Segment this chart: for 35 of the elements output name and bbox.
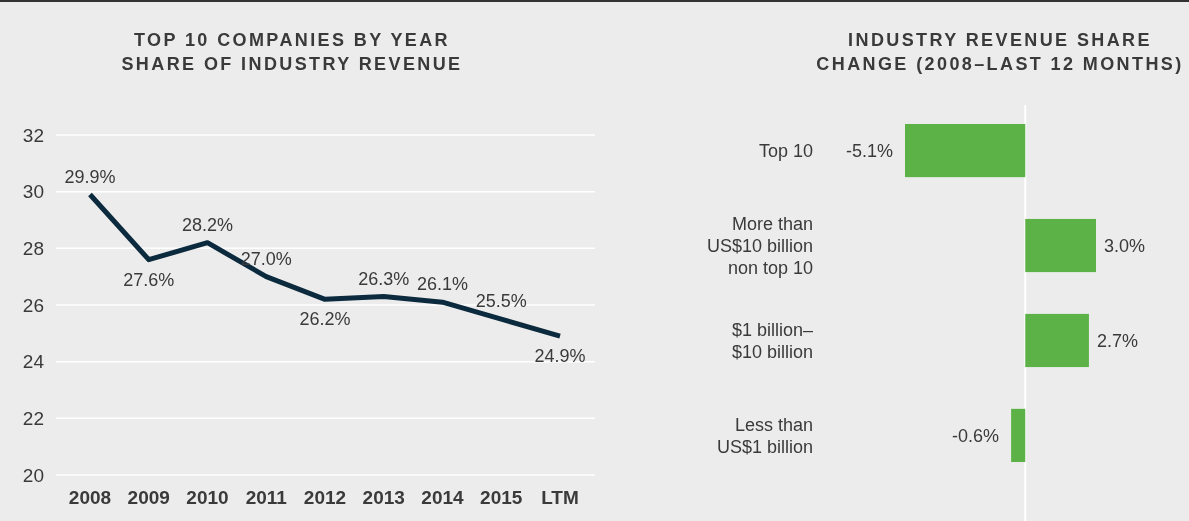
y-tick-label: 32	[22, 124, 44, 146]
data-label: 2.7%	[1096, 330, 1138, 351]
chart-title: TOP 10 COMPANIES BY YEAR SHARE OF INDUSTRY REVENUE	[121, 30, 463, 74]
x-tick-label: 2009	[127, 487, 170, 508]
y-tick-label: Less than US$1 billion	[716, 414, 813, 457]
data-label: 27.6%	[123, 269, 175, 290]
data-label: 26.1%	[416, 274, 469, 295]
y-tick-label: $1 billion– $10 billion	[731, 319, 813, 362]
y-tick-label: 20	[22, 464, 44, 486]
data-label: 27.0%	[240, 248, 292, 269]
y-tick-label: 30	[22, 181, 44, 203]
x-tick-label: 2014	[421, 487, 465, 508]
x-tick-label: 2008	[68, 487, 112, 508]
y-tick-label: Top 10	[758, 140, 813, 161]
x-tick-label: 2012	[303, 487, 347, 508]
data-label: 29.9%	[64, 166, 116, 187]
data-label: 24.9%	[534, 346, 586, 367]
x-tick-label: 2011	[245, 487, 288, 508]
x-tick-label: 2015	[480, 487, 523, 508]
data-label: 28.2%	[181, 214, 234, 235]
y-tick-label: 28	[22, 237, 44, 259]
y-tick-label: 26	[22, 294, 44, 316]
data-label: 26.2%	[299, 309, 351, 330]
x-tick-label: LTM	[541, 487, 579, 508]
x-tick-label: 2010	[186, 487, 229, 508]
chart-title: INDUSTRY REVENUE SHARE CHANGE (2008–LAST 12 MONTHS)	[816, 30, 1184, 74]
data-label: -5.1%	[845, 140, 893, 161]
y-tick-label: 22	[22, 407, 44, 429]
data-label: 25.5%	[475, 291, 527, 312]
data-label: 3.0%	[1104, 235, 1146, 256]
data-label: -0.6%	[952, 425, 1000, 446]
y-tick-label: More than US$10 billion non top 10	[706, 213, 813, 278]
x-tick-label: 2013	[362, 487, 405, 508]
data-label: 26.3%	[358, 268, 410, 289]
y-tick-label: 24	[22, 351, 45, 373]
